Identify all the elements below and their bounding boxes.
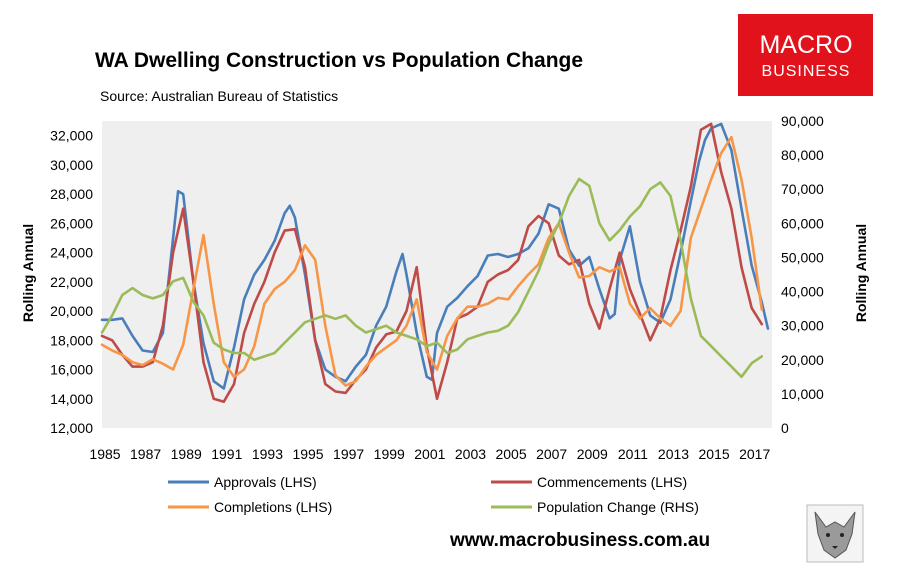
chart-title: WA Dwelling Construction vs Population C…	[95, 49, 583, 72]
right-tick-label: 90,000	[781, 113, 824, 129]
right-tick-label: 10,000	[781, 386, 824, 402]
left-tick-label: 30,000	[50, 157, 93, 173]
x-tick-label: 1991	[211, 446, 242, 462]
x-tick-label: 2017	[739, 446, 770, 462]
right-tick-label: 50,000	[781, 249, 824, 265]
x-tick-label: 2009	[577, 446, 608, 462]
x-tick-label: 1987	[130, 446, 161, 462]
legend-label-population: Population Change (RHS)	[537, 499, 699, 515]
right-tick-label: 40,000	[781, 284, 824, 300]
logo-line2: BUSINESS	[762, 63, 851, 80]
legend-label-approvals: Approvals (LHS)	[214, 474, 317, 490]
x-axis-ticks: 1985 1987 1989 1991 1993 1995 1997 1999 2001 2003…	[89, 446, 770, 462]
series-lines	[100, 122, 770, 404]
x-tick-label: 1985	[89, 446, 120, 462]
x-tick-label: 2005	[495, 446, 526, 462]
left-tick-label: 32,000	[50, 128, 93, 144]
legend: Approvals (LHS) Commencements (LHS) Comp…	[168, 474, 699, 515]
left-tick-label: 22,000	[50, 274, 93, 290]
right-tick-label: 20,000	[781, 352, 824, 368]
logo-line1: MACRO	[759, 31, 852, 59]
x-tick-label: 1995	[292, 446, 323, 462]
x-tick-label: 2007	[536, 446, 567, 462]
x-tick-label: 2003	[455, 446, 486, 462]
x-tick-label: 2011	[618, 446, 648, 462]
series-line-completions	[100, 135, 764, 387]
right-tick-label: 0	[781, 420, 789, 436]
left-tick-label: 12,000	[50, 420, 93, 436]
logo-background	[738, 14, 873, 96]
left-tick-label: 14,000	[50, 391, 93, 407]
right-tick-label: 60,000	[781, 215, 824, 231]
x-tick-label: 1997	[333, 446, 364, 462]
right-tick-label: 70,000	[781, 181, 824, 197]
x-tick-label: 1993	[252, 446, 283, 462]
x-tick-label: 2015	[699, 446, 730, 462]
left-axis-ticks: 12,000 14,000 16,000 18,000 20,000 22,000 24,0…	[50, 128, 93, 436]
right-axis-title: Rolling Annual	[853, 224, 869, 322]
website-url: www.macrobusiness.com.au	[449, 530, 710, 551]
series-line-population-change	[100, 177, 764, 379]
left-tick-label: 26,000	[50, 215, 93, 231]
left-tick-label: 18,000	[50, 332, 93, 348]
plot-area	[102, 121, 772, 428]
x-tick-label: 2013	[658, 446, 689, 462]
legend-label-completions: Completions (LHS)	[214, 499, 332, 515]
left-axis-title: Rolling Annual	[20, 224, 36, 322]
right-axis-ticks: 0 10,000 20,000 30,000 40,000 50,000 60,000 70,…	[781, 113, 824, 436]
left-tick-label: 24,000	[50, 245, 93, 261]
chart-subtitle: Source: Australian Bureau of Statistics	[100, 88, 338, 104]
right-tick-label: 80,000	[781, 147, 824, 163]
left-tick-label: 20,000	[50, 303, 93, 319]
x-tick-label: 2001	[414, 446, 445, 462]
x-tick-label: 1989	[171, 446, 202, 462]
left-tick-label: 28,000	[50, 186, 93, 202]
legend-label-commencements: Commencements (LHS)	[537, 474, 687, 490]
wolf-logo-icon	[806, 504, 864, 563]
x-tick-label: 1999	[374, 446, 405, 462]
right-tick-label: 30,000	[781, 318, 824, 334]
macrobusiness-logo: MACRO BUSINESS	[738, 14, 873, 96]
left-tick-label: 16,000	[50, 362, 93, 378]
